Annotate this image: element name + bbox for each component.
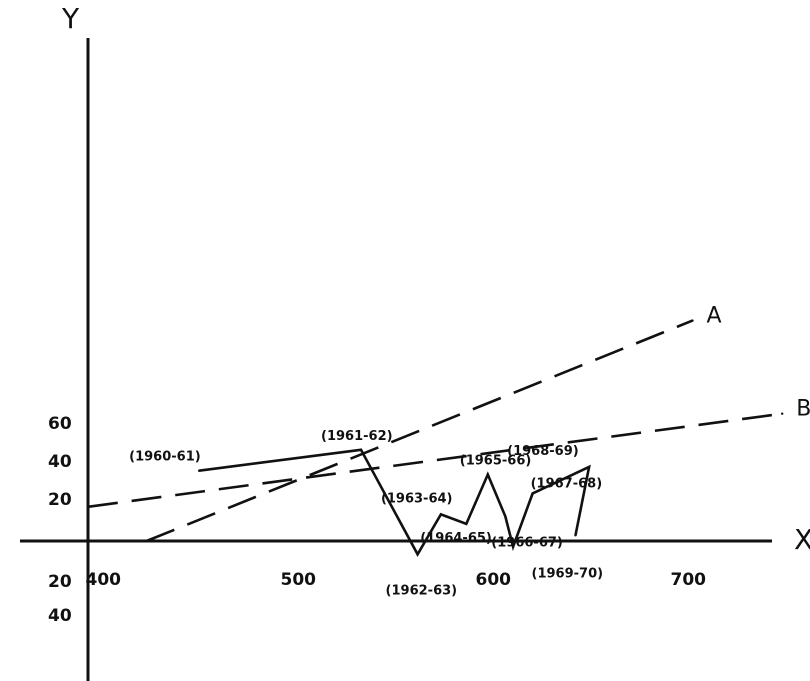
y-tick-label: 20 xyxy=(48,490,72,510)
data-point xyxy=(439,513,443,516)
y-tick-label: 60 xyxy=(48,414,72,434)
data-point xyxy=(416,553,419,556)
data-point xyxy=(486,473,489,476)
data-label: (1963-64) xyxy=(381,491,453,506)
data-point xyxy=(359,448,363,451)
data-point xyxy=(145,539,148,543)
x-tick-label: 700 xyxy=(671,570,707,590)
y-axis-title: Y xyxy=(61,2,80,35)
tick-labels: 400 500 600 700 60 40 20 20 40 xyxy=(48,414,706,626)
x-tick-label: 500 xyxy=(281,570,317,590)
x-tick-label: 600 xyxy=(476,570,512,590)
data-label: (1964-65) xyxy=(420,531,492,546)
series-line-a xyxy=(146,319,693,543)
y-tick-label: 20 xyxy=(48,572,72,592)
data-label: (1968-69) xyxy=(507,444,579,459)
data-label: (1961-62) xyxy=(321,429,393,444)
series-name-label: A xyxy=(707,304,722,329)
data-label: (1960-61) xyxy=(129,450,201,465)
data-label: (1966-67) xyxy=(491,535,563,550)
series-name-label: B xyxy=(796,397,810,422)
data-label: (1965-66) xyxy=(460,454,532,469)
data-point xyxy=(511,545,515,548)
series-line-b xyxy=(87,412,783,509)
x-tick-label: 400 xyxy=(86,570,122,590)
point-labels: (1960-61) (1961-62) (1962-63) (1963-64) (196… xyxy=(129,429,603,599)
data-point xyxy=(197,469,201,472)
data-label: (1962-63) xyxy=(386,583,458,598)
data-point xyxy=(781,412,784,415)
data-point xyxy=(574,534,577,537)
y-tick-label: 40 xyxy=(48,452,72,472)
data-point xyxy=(465,522,468,526)
data-label: (1967-68) xyxy=(531,477,603,492)
x-axis-title: X xyxy=(794,523,810,556)
data-point xyxy=(531,492,534,495)
y-tick-label: 40 xyxy=(48,606,72,626)
series-layer: AB xyxy=(86,304,810,557)
data-point xyxy=(86,505,90,508)
data-point xyxy=(587,465,591,469)
data-point xyxy=(504,515,507,518)
data-label: (1969-70) xyxy=(532,566,604,581)
data-point xyxy=(691,319,694,322)
